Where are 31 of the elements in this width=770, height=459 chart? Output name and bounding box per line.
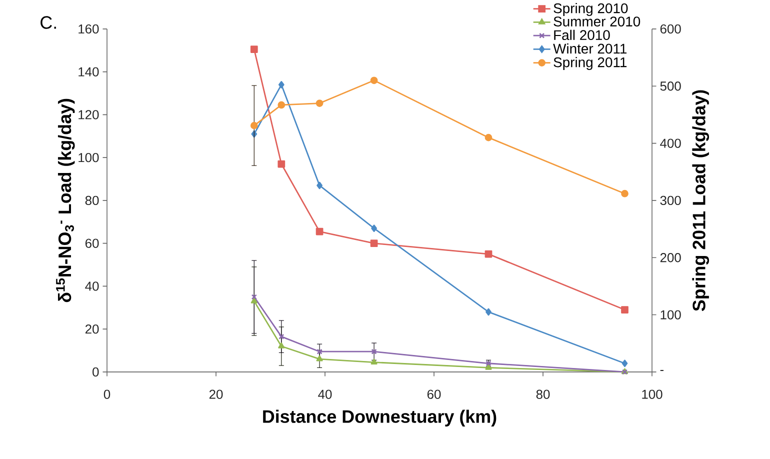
legend-label: Summer 2010 <box>554 16 640 26</box>
y2-tick-label: 600 <box>660 24 681 34</box>
y2-tick-label: 200 <box>660 253 681 262</box>
legend-label: Winter 2011 <box>553 43 627 54</box>
y-tick-label: 120 <box>78 110 99 120</box>
y-tick-label: 160 <box>78 24 99 34</box>
legend-label: Spring 2010 <box>554 3 628 16</box>
x-tick-label: 20 <box>209 390 223 399</box>
y2-axis-title: Spring 2011 Load (kg/day) <box>692 90 710 312</box>
chart-title: C. <box>40 16 56 29</box>
x-tick-label: 100 <box>642 390 662 399</box>
y-tick-label: 20 <box>85 324 99 334</box>
x-tick-label: 80 <box>536 390 550 399</box>
y-tick-label: 80 <box>85 196 99 206</box>
y-tick-label: 60 <box>85 238 99 248</box>
x-axis-title: Distance Downestuary (km) <box>263 410 496 426</box>
y-tick-label: 40 <box>85 282 99 291</box>
y-tick-label: 100 <box>78 153 99 162</box>
x-tick-label: 0 <box>104 390 110 399</box>
legend-label: Spring 2011 <box>554 57 627 70</box>
y-tick-label: 0 <box>92 367 99 377</box>
y2-tick-label: 300 <box>660 196 681 206</box>
y2-tick-label: - <box>660 370 664 372</box>
legend-label: Fall 2010 <box>554 30 610 40</box>
y-tick-label: 140 <box>78 67 99 76</box>
y2-tick-label: 500 <box>660 82 681 91</box>
y2-tick-label: 400 <box>660 138 681 148</box>
y2-tick-label: 100 <box>660 310 681 320</box>
y-axis-title: δ$^{15}$N-NO$_{3}$$^{-}$ Load (kg/day) <box>56 98 75 302</box>
x-tick-label: 60 <box>427 390 441 399</box>
x-tick-label: 40 <box>318 390 332 399</box>
